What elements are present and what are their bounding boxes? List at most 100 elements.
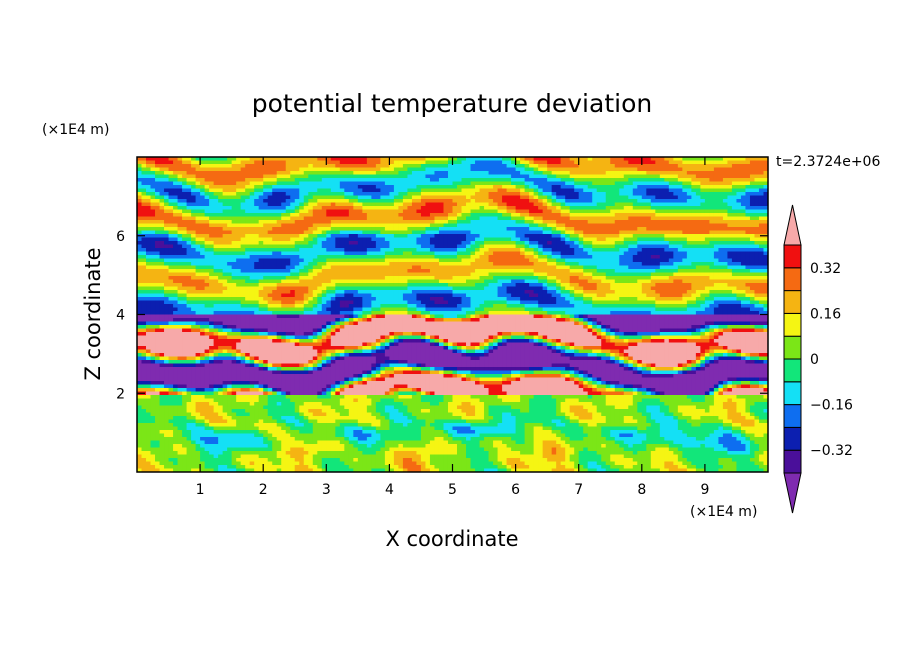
field-cell (700, 220, 706, 225)
field-cell (393, 171, 400, 176)
field-cell (592, 185, 598, 190)
field-cell (281, 206, 287, 211)
field-cell (411, 178, 418, 183)
field-cell (754, 185, 760, 190)
field-cell (551, 227, 557, 232)
field-cell (709, 171, 715, 176)
field-cell (137, 181, 143, 186)
field-cell (204, 181, 210, 186)
field-cell (497, 160, 503, 165)
field-cell (330, 227, 336, 232)
field-cell (700, 234, 706, 239)
field-cell (227, 157, 233, 162)
field-cell (425, 227, 431, 232)
field-cell (389, 251, 395, 256)
field-cell (551, 174, 557, 179)
field-cell (443, 213, 449, 218)
field-cell (258, 181, 264, 186)
field-cell (402, 216, 409, 221)
field-cell (285, 185, 291, 190)
field-cell (375, 192, 381, 197)
field-cell (222, 206, 228, 211)
field-cell (263, 227, 269, 232)
field-cell (596, 199, 602, 204)
field-cell (213, 209, 219, 214)
field-cell (317, 248, 323, 253)
field-cell (727, 248, 733, 253)
field-cell (366, 164, 372, 169)
field-cell (731, 223, 738, 228)
field-cell (758, 178, 765, 183)
field-cell (470, 181, 476, 186)
field-cell (556, 262, 562, 267)
field-cell (686, 234, 692, 239)
field-cell (749, 265, 756, 270)
field-cell (200, 167, 206, 172)
field-cell (150, 160, 156, 165)
field-cell (583, 244, 589, 249)
field-cell (407, 265, 413, 270)
field-cell (407, 206, 413, 211)
field-cell (146, 241, 152, 246)
field-cell (497, 206, 503, 211)
field-cell (416, 251, 422, 256)
field-cell (538, 195, 544, 200)
field-cell (601, 174, 607, 179)
field-cell (447, 157, 454, 162)
field-cell (655, 272, 661, 277)
field-cell (312, 227, 318, 232)
field-cell (709, 223, 715, 228)
field-cell (236, 276, 242, 281)
field-cell (272, 174, 278, 179)
field-cell (362, 206, 368, 211)
field-cell (200, 206, 206, 211)
field-cell (713, 262, 720, 267)
field-cell (457, 213, 463, 218)
field-cell (159, 202, 165, 207)
field-cell (447, 220, 454, 225)
field-cell (362, 157, 368, 162)
field-cell (605, 241, 611, 246)
field-cell (520, 174, 526, 179)
field-cell (191, 216, 197, 221)
field-cell (614, 220, 620, 225)
field-cell (411, 248, 418, 253)
field-cell (155, 234, 161, 239)
field-cell (713, 248, 720, 253)
field-cell (236, 258, 242, 263)
field-cell (443, 178, 449, 183)
field-cell (398, 195, 404, 200)
field-cell (722, 230, 729, 235)
field-cell (366, 272, 372, 277)
field-cell (218, 230, 224, 235)
field-cell (186, 265, 192, 270)
field-cell (326, 185, 332, 190)
field-cell (398, 188, 404, 193)
field-cell (560, 188, 566, 193)
field-cell (159, 251, 165, 256)
field-cell (398, 185, 404, 190)
field-cell (402, 199, 409, 204)
field-cell (290, 258, 296, 263)
field-cell (695, 230, 701, 235)
field-cell (551, 276, 557, 281)
field-cell (317, 265, 323, 270)
field-cell (704, 244, 711, 249)
field-cell (330, 279, 336, 284)
field-cell (691, 171, 697, 176)
field-cell (389, 244, 395, 249)
field-cell (677, 241, 683, 246)
field-cell (371, 171, 377, 176)
field-cell (258, 230, 264, 235)
field-cell (303, 202, 309, 207)
field-cell (416, 241, 422, 246)
field-cell (299, 185, 305, 190)
field-cell (366, 185, 372, 190)
field-cell (731, 265, 738, 270)
field-cell (457, 181, 463, 186)
field-cell (195, 160, 201, 165)
field-cell (718, 202, 724, 207)
field-cell (560, 157, 566, 162)
field-cell (722, 199, 729, 204)
field-cell (267, 276, 273, 281)
